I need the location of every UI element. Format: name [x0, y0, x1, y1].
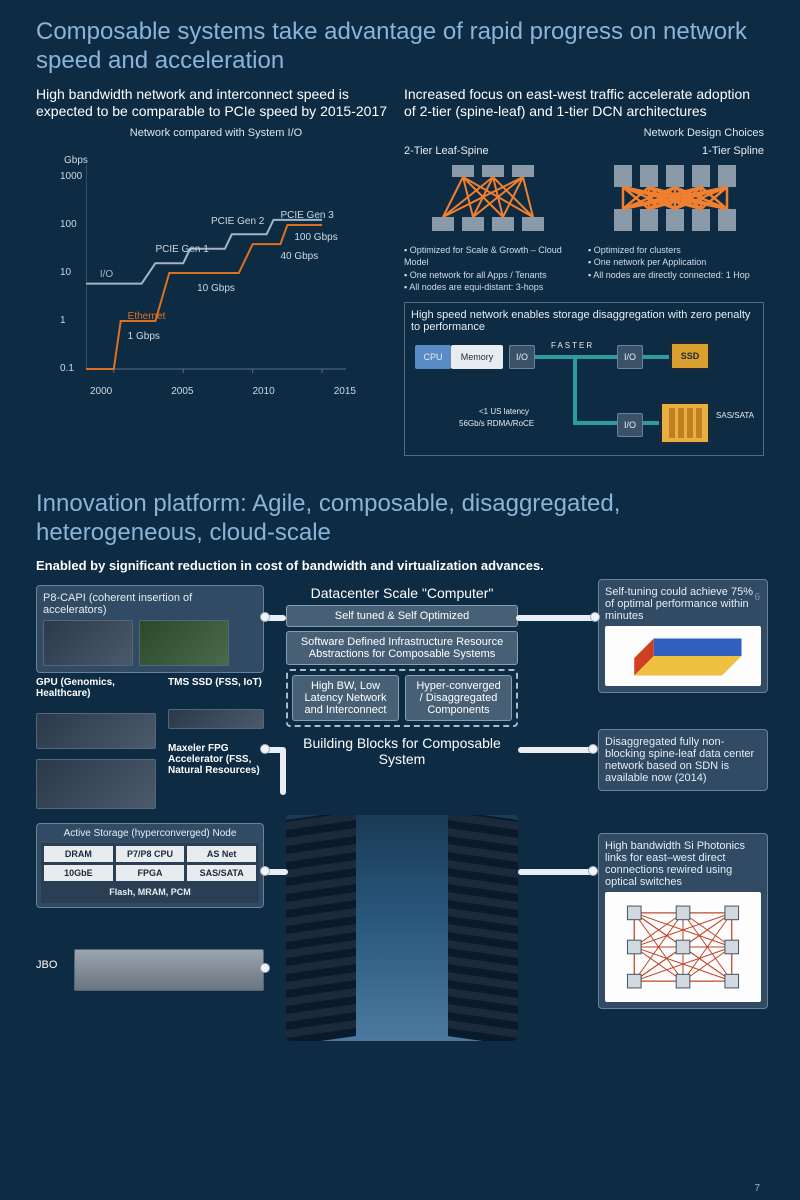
hw-fpga: FPGA [116, 865, 185, 881]
hw-grid: DRAM P7/P8 CPU AS Net 10GbE FPGA SAS/SAT… [41, 843, 259, 903]
selftune-card: Self-tuning could achieve 75% of optimal… [598, 579, 768, 693]
hw-10gbe: 10GbE [44, 865, 113, 881]
leaf-spine-bullets: Optimized for Scale & Growth – Cloud Mod… [404, 244, 580, 294]
hw-asnet: AS Net [187, 846, 256, 862]
self-tuned-box: Self tuned & Self Optimized [286, 605, 518, 627]
slide2-body: P8-CAPI (coherent insertion of accelerat… [28, 579, 772, 1049]
leaf-spine-title: 2-Tier Leaf-Spine [404, 145, 580, 157]
cpu-node: CPU [415, 345, 451, 369]
capi-label: P8-CAPI (coherent insertion of accelerat… [43, 592, 257, 616]
hw-sas: SAS/SATA [187, 865, 256, 881]
chip-image-2 [139, 620, 229, 666]
storage-diagram: CPU Memory I/O I/O I/O SSD SAS/SATA FAST… [411, 339, 757, 449]
slide2-title: Innovation platform: Agile, composable, … [0, 456, 800, 558]
bandwidth-chart: Gbps 0.1 1 10 100 1000 2000200520102015 … [36, 145, 356, 405]
leaf-spine-col: 2-Tier Leaf-Spine Optimized for Scale & … [404, 145, 580, 294]
disagg-text: Disaggregated fully non-blocking spine-l… [605, 736, 761, 784]
rdma-label: 56Gb/s RDMA/RoCE [459, 419, 534, 428]
x-axis: 2000200520102015 [90, 386, 356, 397]
photonics-card: High bandwidth Si Photonics links for ea… [598, 833, 768, 1009]
hyperconverged-box: Hyper-converged / Disaggregated Componen… [405, 675, 512, 721]
network-panel: Increased focus on east-west traffic acc… [404, 86, 764, 456]
photonics-text: High bandwidth Si Photonics links for ea… [605, 840, 761, 888]
memory-node: Memory [451, 345, 503, 369]
slide1-title: Composable systems take advantage of rap… [0, 0, 800, 86]
active-storage-title: Active Storage (hyperconverged) Node [41, 828, 259, 839]
slide1-body: High bandwidth network and interconnect … [0, 86, 800, 456]
spline-bullets: Optimized for clustersOne network per Ap… [588, 244, 764, 282]
gpu-label: GPU (Genomics, Healthcare) [36, 677, 146, 699]
datacenter-image [286, 815, 518, 1041]
active-storage-card: Active Storage (hyperconverged) Node DRA… [36, 823, 264, 908]
io-node-3: I/O [617, 413, 643, 437]
slide2-subtitle: Enabled by significant reduction in cost… [0, 558, 800, 579]
dc-title: Datacenter Scale "Computer" [311, 585, 494, 601]
sas-label: SAS/SATA [715, 411, 755, 420]
capi-card: P8-CAPI (coherent insertion of accelerat… [36, 585, 264, 673]
chip-image-1 [43, 620, 133, 666]
hw-flash: Flash, MRAM, PCM [44, 884, 256, 900]
hw-cpu: P7/P8 CPU [116, 846, 185, 862]
spline-col: 1-Tier Spline Optimized for clustersOne … [588, 145, 764, 294]
storage-title: High speed network enables storage disag… [411, 309, 757, 333]
spline-title: 1-Tier Spline [588, 145, 764, 157]
gpu-image [36, 713, 156, 749]
center-stack: Datacenter Scale "Computer" Self tuned &… [286, 585, 518, 767]
network-columns: 2-Tier Leaf-Spine Optimized for Scale & … [404, 145, 764, 294]
network-heading: Increased focus on east-west traffic acc… [404, 86, 764, 121]
photonics-mesh [605, 892, 761, 1002]
maxeler-label: Maxeler FPG Accelerator (FSS, Natural Re… [168, 743, 268, 776]
tms-label: TMS SSD (FSS, IoT) [168, 677, 264, 688]
io-node-2: I/O [617, 345, 643, 369]
latency-label: <1 US latency [479, 407, 529, 416]
network-box: High BW, Low Latency Network and Interco… [292, 675, 399, 721]
spline-topo [588, 161, 764, 235]
ssd-node: SSD [669, 341, 711, 371]
chart-panel: High bandwidth network and interconnect … [36, 86, 396, 456]
y-unit: Gbps [64, 155, 88, 166]
page-num-2: 7 [754, 1183, 760, 1194]
hw-dram: DRAM [44, 846, 113, 862]
selftune-text: Self-tuning could achieve 75% of optimal… [605, 586, 761, 622]
jbo-label: JBO [36, 959, 57, 971]
chart-heading: High bandwidth network and interconnect … [36, 86, 396, 121]
jbo-image [74, 949, 264, 991]
chart-subtitle: Network compared with System I/O [36, 127, 396, 139]
io-node-1: I/O [509, 345, 535, 369]
network-subtitle: Network Design Choices [404, 127, 764, 139]
selftune-chart [605, 626, 761, 686]
sdi-box: Software Defined Infrastructure Resource… [286, 631, 518, 665]
chart-svg [86, 165, 346, 385]
blocks-title: Building Blocks for Composable System [286, 735, 518, 767]
faster-label: FASTER [551, 341, 594, 350]
storage-unit-icon [659, 401, 711, 445]
maxeler-image [36, 759, 156, 809]
disagg-card: Disaggregated fully non-blocking spine-l… [598, 729, 768, 791]
storage-box: High speed network enables storage disag… [404, 302, 764, 456]
leaf-spine-topo [404, 161, 580, 235]
tms-image [168, 709, 264, 729]
